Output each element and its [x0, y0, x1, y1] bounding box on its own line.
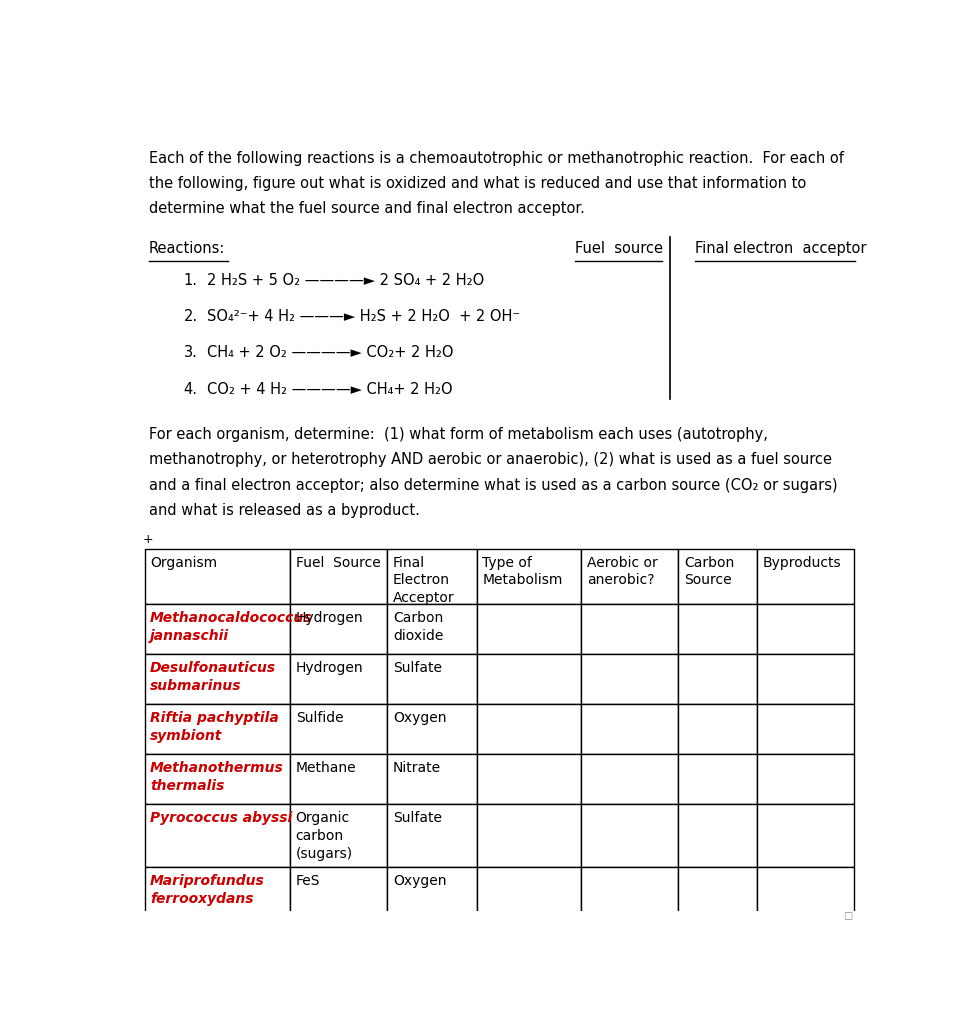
Text: Aerobic or
anerobic?: Aerobic or anerobic? — [587, 556, 658, 588]
Bar — [581, 867, 678, 926]
Bar — [145, 804, 291, 867]
Text: CH₄ + 2 O₂ ————► CO₂+ 2 H₂O: CH₄ + 2 O₂ ————► CO₂+ 2 H₂O — [207, 345, 453, 360]
Bar — [145, 705, 291, 755]
Bar — [291, 604, 388, 654]
Bar — [477, 867, 581, 926]
Bar — [291, 654, 388, 705]
Bar — [678, 705, 757, 755]
Bar — [388, 654, 477, 705]
Text: Pyrococcus abyssi: Pyrococcus abyssi — [151, 811, 293, 825]
Text: Hydrogen: Hydrogen — [295, 611, 364, 625]
Text: Methane: Methane — [295, 761, 357, 775]
Text: and what is released as a byproduct.: and what is released as a byproduct. — [149, 503, 420, 518]
Bar — [388, 804, 477, 867]
Text: Organic
carbon
(sugars): Organic carbon (sugars) — [295, 811, 353, 861]
Text: Final
Electron
Acceptor: Final Electron Acceptor — [393, 556, 454, 605]
Bar — [678, 654, 757, 705]
Text: Byproducts: Byproducts — [762, 556, 841, 569]
Text: SO₄²⁻+ 4 H₂ ———► H₂S + 2 H₂O  + 2 OH⁻: SO₄²⁻+ 4 H₂ ———► H₂S + 2 H₂O + 2 OH⁻ — [207, 309, 520, 325]
Text: Fuel  source: Fuel source — [574, 241, 663, 256]
Bar — [477, 705, 581, 755]
Bar — [678, 549, 757, 604]
Text: 4.: 4. — [184, 382, 197, 396]
Text: Each of the following reactions is a chemoautotrophic or methanotrophic reaction: Each of the following reactions is a che… — [149, 151, 844, 166]
Text: Oxygen: Oxygen — [393, 711, 446, 725]
Bar — [145, 549, 291, 604]
Bar — [291, 705, 388, 755]
Bar — [581, 755, 678, 804]
Bar — [477, 549, 581, 604]
Text: +: + — [143, 534, 153, 546]
Bar — [757, 705, 853, 755]
Text: Methanothermus
thermalis: Methanothermus thermalis — [151, 761, 284, 793]
Text: 2 H₂S + 5 O₂ ————► 2 SO₄ + 2 H₂O: 2 H₂S + 5 O₂ ————► 2 SO₄ + 2 H₂O — [207, 273, 484, 288]
Bar — [291, 867, 388, 926]
Bar — [757, 604, 853, 654]
Bar — [291, 804, 388, 867]
Text: Final electron  acceptor: Final electron acceptor — [695, 241, 866, 256]
Text: Methanocaldococcus
jannaschii: Methanocaldococcus jannaschii — [151, 611, 313, 643]
Text: Oxygen: Oxygen — [393, 874, 446, 889]
Text: Carbon
dioxide: Carbon dioxide — [393, 611, 443, 643]
Bar — [477, 654, 581, 705]
Bar — [388, 705, 477, 755]
Bar — [477, 755, 581, 804]
Bar — [388, 755, 477, 804]
Text: Carbon
Source: Carbon Source — [684, 556, 734, 588]
Bar — [581, 804, 678, 867]
Bar — [581, 549, 678, 604]
Bar — [757, 549, 853, 604]
Bar — [477, 604, 581, 654]
Text: Sulfate: Sulfate — [393, 811, 441, 825]
Bar — [145, 654, 291, 705]
Text: Sulfide: Sulfide — [295, 711, 343, 725]
Text: Mariprofundus
ferrooxydans: Mariprofundus ferrooxydans — [151, 874, 265, 906]
Text: Desulfonauticus
submarinus: Desulfonauticus submarinus — [151, 662, 276, 693]
Bar — [678, 755, 757, 804]
Bar — [581, 705, 678, 755]
Bar — [757, 867, 853, 926]
Text: Hydrogen: Hydrogen — [295, 662, 364, 675]
Bar — [757, 654, 853, 705]
Text: determine what the fuel source and final electron acceptor.: determine what the fuel source and final… — [149, 202, 584, 216]
Bar — [291, 755, 388, 804]
Text: 3.: 3. — [184, 345, 197, 360]
Text: CO₂ + 4 H₂ ————► CH₄+ 2 H₂O: CO₂ + 4 H₂ ————► CH₄+ 2 H₂O — [207, 382, 452, 396]
Bar — [388, 604, 477, 654]
Text: and a final electron acceptor; also determine what is used as a carbon source (C: and a final electron acceptor; also dete… — [149, 478, 837, 493]
Bar — [757, 755, 853, 804]
Text: Riftia pachyptila
symbiont: Riftia pachyptila symbiont — [151, 711, 279, 743]
Text: Organism: Organism — [151, 556, 218, 569]
Bar — [757, 804, 853, 867]
Bar — [388, 549, 477, 604]
Bar — [145, 867, 291, 926]
Bar — [145, 604, 291, 654]
Text: the following, figure out what is oxidized and what is reduced and use that info: the following, figure out what is oxidiz… — [149, 176, 806, 191]
Text: □: □ — [843, 911, 852, 922]
Text: Nitrate: Nitrate — [393, 761, 441, 775]
Text: Sulfate: Sulfate — [393, 662, 441, 675]
Bar — [678, 604, 757, 654]
Bar — [388, 867, 477, 926]
Bar — [678, 867, 757, 926]
Bar — [477, 804, 581, 867]
Text: For each organism, determine:  (1) what form of metabolism each uses (autotrophy: For each organism, determine: (1) what f… — [149, 427, 768, 442]
Text: Fuel  Source: Fuel Source — [295, 556, 380, 569]
Bar — [291, 549, 388, 604]
Text: 2.: 2. — [184, 309, 197, 325]
Bar — [678, 804, 757, 867]
Text: Type of
Metabolism: Type of Metabolism — [482, 556, 563, 588]
Text: methanotrophy, or heterotrophy AND aerobic or anaerobic), (2) what is used as a : methanotrophy, or heterotrophy AND aerob… — [149, 453, 832, 467]
Text: FeS: FeS — [295, 874, 320, 889]
Bar — [145, 755, 291, 804]
Bar — [581, 604, 678, 654]
Text: 1.: 1. — [184, 273, 197, 288]
Bar — [581, 654, 678, 705]
Text: Reactions:: Reactions: — [149, 241, 225, 256]
